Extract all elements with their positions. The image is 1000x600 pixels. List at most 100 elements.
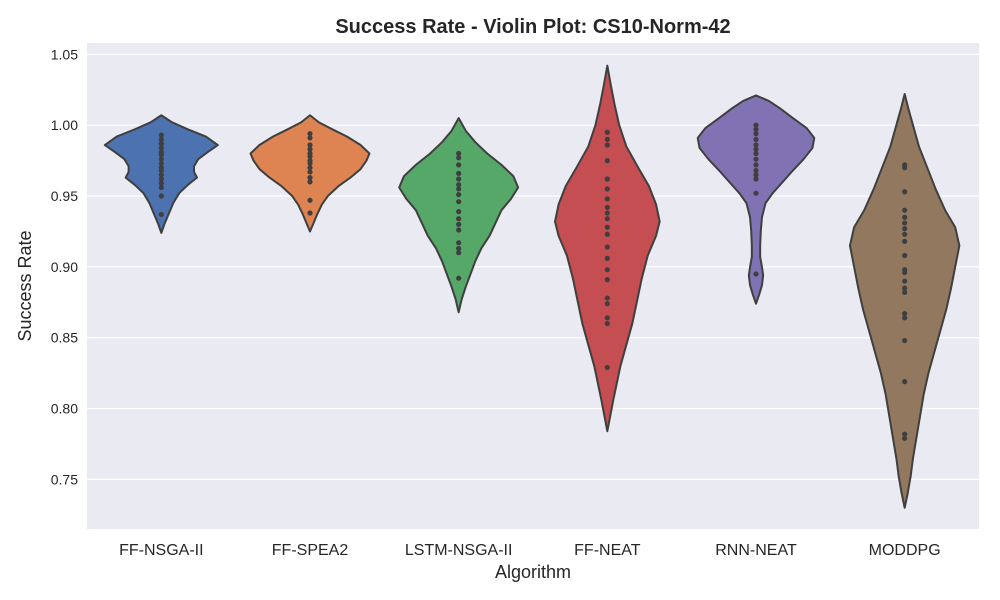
data-point [307,142,313,148]
data-point [604,244,610,250]
data-point [456,275,462,281]
data-point [604,255,610,261]
data-point [456,192,462,198]
data-point [902,252,908,259]
violin-ff-spea2 [249,114,371,233]
y-tick-label: 0.95 [51,188,78,204]
data-point [158,172,164,178]
data-point [307,179,313,185]
violin-body [848,93,961,509]
data-point [307,165,313,171]
data-point [604,295,610,301]
x-tick-label: MODDPG [869,542,941,559]
data-point [307,169,313,175]
violin-ff-nsga-ii [103,114,219,234]
data-point [902,220,908,226]
violin-lstm-nsga-ii [398,117,520,314]
y-tick-label: 1.00 [51,117,78,133]
data-point [604,186,610,192]
data-point [604,277,610,283]
data-point [456,240,462,246]
data-point [158,141,164,147]
data-point [307,131,313,137]
data-point [753,126,759,133]
data-point [307,146,313,152]
data-point [604,267,610,273]
data-point [902,431,908,437]
data-point [604,129,610,135]
data-point [902,285,908,291]
data-point [158,145,164,151]
data-point [753,131,759,137]
data-point [456,216,462,222]
data-point [604,142,610,148]
data-point [158,180,164,186]
data-point [158,132,164,138]
data-point [604,210,610,216]
data-point [456,176,462,182]
data-point [902,435,908,441]
data-point [902,269,908,276]
data-point [456,186,462,192]
data-point [307,153,313,159]
data-point [604,301,610,307]
y-tick-label: 0.90 [51,259,78,275]
data-point [902,165,908,171]
data-point [158,176,164,182]
data-point [753,150,759,157]
data-point [902,379,908,385]
data-point [456,150,462,157]
data-point [604,216,610,222]
data-point [307,160,313,167]
y-tick-labels: 0.75 0.80 0.85 0.90 0.95 1.00 1.05 [51,46,78,487]
data-point [158,184,164,191]
data-point [604,204,610,210]
data-point [158,167,164,174]
data-point [753,136,759,142]
data-point [456,221,462,227]
grid-lines [87,53,979,481]
violins [103,64,961,509]
data-point [307,135,313,141]
violin-ff-neat [554,64,661,433]
data-point [604,364,610,371]
data-point [158,193,164,199]
data-point [902,231,908,237]
data-point [604,158,610,164]
data-point [902,226,908,232]
data-point [307,197,313,203]
data-point [902,311,908,317]
violin-moddpg [848,93,961,509]
y-axis-label: Success Rate [15,230,35,341]
x-tick-label: RNN-NEAT [715,542,797,559]
data-point [307,175,313,181]
data-point [753,271,759,277]
data-point [307,210,313,216]
data-point [902,289,908,295]
y-tick-label: 0.75 [51,471,78,487]
data-point [753,142,759,148]
data-point [753,146,759,152]
data-point [753,156,759,162]
violin-body [696,94,816,305]
data-point [456,199,462,205]
data-point [456,155,462,161]
data-point [158,160,164,167]
chart-title: Success Rate - Violin Plot: CS10-Norm-42 [335,16,730,38]
data-point [753,190,759,196]
data-point [604,196,610,202]
data-point [158,136,164,142]
x-axis-label: Algorithm [495,562,571,582]
data-point [902,189,908,195]
data-point [456,170,462,176]
data-point [753,162,759,168]
data-point [456,250,462,256]
data-point [902,278,908,284]
data-point [753,122,759,128]
data-point [753,176,759,182]
data-point [456,209,462,215]
violin-body [398,117,520,314]
data-point [456,245,462,252]
data-point [902,337,908,344]
